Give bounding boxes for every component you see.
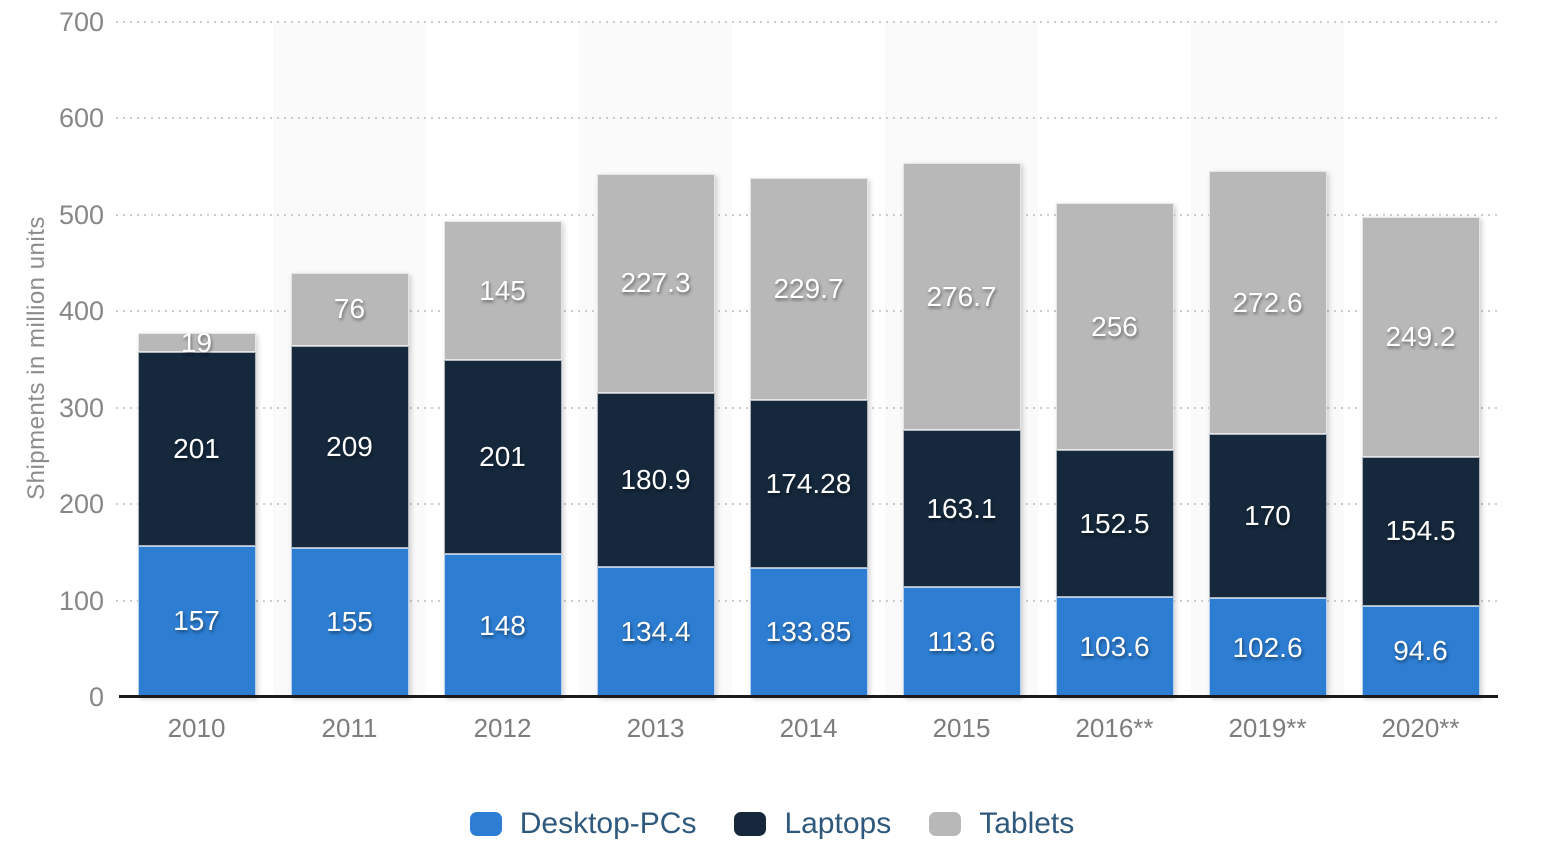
legend-item-desktop-pcs[interactable]: Desktop-PCs [469,807,697,841]
bar-value-label: 201 [173,432,220,464]
bar-stack-2013: 134.4 180.9 227.3 [596,173,715,697]
bar-segment-laptops[interactable]: 201 [443,360,562,555]
x-category-label: 2010 [167,713,226,743]
bar-value-label: 174.28 [765,467,852,499]
x-category-label: 2014 [779,713,838,743]
x-category-label: 2011 [321,713,378,743]
plot-area: 157 201 19 155 209 76 148 201 145 134.4 180.9 227.3… [116,21,1501,697]
bar-segment-tablets[interactable]: 256 [1055,203,1174,451]
bar-value-label: 103.6 [1079,631,1150,663]
x-category-label: 2016** [1075,713,1154,743]
bar-value-label: 133.85 [765,616,852,648]
bar-value-label: 154.5 [1385,515,1456,547]
bar-segment-laptops[interactable]: 152.5 [1055,450,1174,598]
x-category-label: 2012 [473,713,532,743]
bar-segment-desktop-pcs[interactable]: 103.6 [1055,597,1174,697]
y-tick-label: 400 [58,296,104,327]
bar-segment-laptops[interactable]: 180.9 [596,392,715,568]
legend-label: Desktop-PCs [519,807,697,840]
legend-item-laptops[interactable]: Laptops [734,807,891,841]
bar-value-label: 256 [1091,310,1138,342]
bar-value-label: 157 [173,605,220,637]
bar-segment-laptops[interactable]: 154.5 [1361,456,1480,606]
bar-segment-desktop-pcs[interactable]: 113.6 [902,587,1021,697]
gridline [116,21,1501,23]
bar-value-label: 94.6 [1393,635,1448,667]
y-axis-title: Shipments in million units [23,216,50,500]
bar-value-label: 201 [479,441,526,473]
bar-stack-2010: 157 201 19 [137,328,256,697]
bar-value-label: 209 [326,430,373,462]
bar-segment-laptops[interactable]: 174.28 [749,399,868,568]
bar-segment-tablets[interactable]: 249.2 [1361,216,1480,457]
bar-segment-desktop-pcs[interactable]: 157 [137,545,256,697]
bar-segment-desktop-pcs[interactable]: 94.6 [1361,605,1480,697]
bar-segment-desktop-pcs[interactable]: 133.85 [749,567,868,697]
bar-stack-2011: 155 209 76 [290,272,409,697]
bar-segment-tablets[interactable]: 145 [443,220,562,361]
bar-segment-laptops[interactable]: 170 [1208,434,1327,599]
legend-color-chip [469,812,502,836]
bar-value-label: 249.2 [1385,320,1456,352]
y-tick-label: 100 [58,585,104,616]
bar-value-label: 163.1 [926,492,997,524]
bar-segment-laptops[interactable]: 209 [290,346,409,548]
bar-value-label: 148 [479,609,526,641]
x-category-label: 2020** [1381,713,1460,743]
bar-value-label: 19 [180,326,213,358]
bar-segment-tablets[interactable]: 229.7 [749,178,868,400]
y-tick-label: 200 [58,489,104,520]
y-tick-label: 700 [58,7,104,37]
bar-value-label: 76 [333,293,366,325]
x-category-label: 2015 [932,713,991,743]
bar-value-label: 113.6 [927,626,996,658]
bar-segment-tablets[interactable]: 272.6 [1208,171,1327,435]
bar-value-label: 276.7 [926,280,997,312]
bar-segment-tablets[interactable]: 227.3 [596,173,715,393]
bar-segment-tablets[interactable]: 19 [137,328,256,356]
bar-segment-laptops[interactable]: 201 [137,351,256,546]
legend-label: Laptops [784,807,892,840]
bar-segment-desktop-pcs[interactable]: 134.4 [596,567,715,697]
x-category-label: 2019** [1228,713,1307,743]
bar-stack-2019: 102.6 170 272.6 [1208,171,1327,697]
bar-segment-desktop-pcs[interactable]: 155 [290,547,409,697]
bar-stack-2012: 148 201 145 [443,220,562,697]
legend-label: Tablets [979,807,1075,840]
bar-segment-desktop-pcs[interactable]: 102.6 [1208,598,1327,697]
x-category-label: 2013 [626,713,685,743]
bar-value-label: 102.6 [1232,631,1303,663]
bar-value-label: 272.6 [1232,286,1303,318]
bar-value-label: 170 [1244,500,1291,532]
bar-stack-2014: 133.85 174.28 229.7 [749,178,868,697]
gridline [116,117,1501,120]
bar-segment-tablets[interactable]: 76 [290,272,409,346]
legend: Desktop-PCs Laptops Tablets [0,803,1544,845]
bar-value-label: 229.7 [773,273,844,305]
bar-stack-2020: 94.6 154.5 249.2 [1361,216,1480,697]
bar-segment-tablets[interactable]: 276.7 [902,163,1021,431]
x-axis-line [119,695,1498,698]
bar-value-label: 155 [326,606,373,638]
y-tick-label: 500 [58,199,104,230]
y-tick-label: 0 [88,682,104,712]
y-tick-label: 600 [58,103,104,134]
legend-color-chip [929,812,962,836]
bar-stack-2015: 113.6 163.1 276.7 [902,163,1021,697]
bar-stack-2016: 103.6 152.5 256 [1055,203,1174,697]
bar-value-label: 145 [479,274,526,306]
bar-value-label: 180.9 [620,464,691,496]
bar-value-label: 134.4 [620,616,691,648]
legend-item-tablets[interactable]: Tablets [929,807,1074,841]
y-tick-label: 300 [58,392,104,423]
bar-segment-desktop-pcs[interactable]: 148 [443,554,562,697]
legend-color-chip [734,812,767,836]
bar-segment-laptops[interactable]: 163.1 [902,430,1021,588]
bar-value-label: 152.5 [1079,507,1150,539]
bar-value-label: 227.3 [620,267,691,299]
